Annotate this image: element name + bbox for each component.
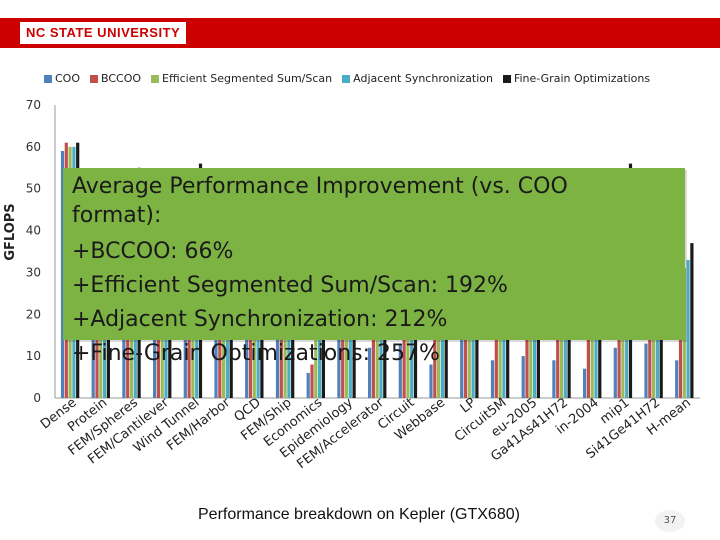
annotation-line: +BCCOO: 66%	[72, 239, 234, 264]
y-tick-label: 0	[33, 391, 41, 405]
bar	[245, 310, 249, 398]
y-tick-label: 10	[26, 349, 41, 363]
y-tick-label: 30	[26, 265, 41, 279]
bar	[398, 343, 402, 398]
slide-caption: Performance breakdown on Kepler (GTX680)	[198, 506, 520, 523]
bar	[318, 331, 322, 398]
annotation-line: +Adjacent Synchronization: 212%	[72, 307, 448, 332]
bar	[686, 259, 690, 398]
bar	[402, 297, 406, 398]
bar	[437, 305, 441, 398]
bar	[337, 326, 341, 398]
bar	[122, 310, 126, 398]
header-bar: NC STATE UNIVERSITY	[0, 18, 720, 48]
legend-item: Efficient Segmented Sum/Scan	[151, 72, 332, 85]
chart-legend: COO BCCOO Efficient Segmented Sum/Scan Adja…	[44, 72, 650, 85]
bar	[440, 297, 444, 398]
legend-item: Fine-Grain Optimizations	[502, 72, 651, 85]
legend-label: BCCOO	[101, 72, 142, 85]
legend-swatch	[502, 74, 511, 83]
bar	[314, 339, 318, 398]
legend-item: COO	[44, 72, 80, 85]
bar	[460, 331, 464, 398]
y-tick-label: 40	[26, 224, 41, 238]
bar	[429, 364, 433, 398]
bar	[306, 372, 310, 398]
x-tick-label: LP	[458, 395, 479, 416]
bar	[525, 297, 529, 398]
bar	[60, 151, 65, 398]
legend-swatch	[151, 74, 160, 83]
legend-item: BCCOO	[90, 72, 141, 85]
bar	[368, 347, 372, 398]
bar	[91, 314, 95, 398]
page-number: 37	[655, 510, 685, 532]
legend-label: COO	[55, 72, 80, 85]
y-tick-label: 70	[26, 98, 41, 112]
legend-label: Adjacent Synchronization	[353, 72, 493, 85]
bar	[583, 368, 587, 398]
legend-swatch	[44, 74, 52, 83]
legend-item: Adjacent Synchronization	[342, 72, 493, 85]
y-axis-label: GFLOPS	[3, 203, 18, 260]
bar	[613, 347, 617, 398]
legend-swatch	[90, 74, 98, 83]
annotation-line: Average Performance Improvement (vs. COO	[72, 174, 568, 199]
legend-label: Fine-Grain Optimizations	[513, 72, 651, 85]
bar	[644, 343, 648, 398]
y-tick-label: 50	[26, 182, 41, 196]
bar	[153, 314, 157, 398]
bar	[675, 360, 679, 398]
bar	[275, 331, 280, 398]
legend-swatch	[342, 74, 351, 83]
bar	[556, 293, 560, 398]
bar	[444, 289, 448, 398]
bar	[586, 305, 590, 398]
bar	[678, 305, 683, 398]
bar	[490, 360, 495, 398]
y-tick-label: 20	[26, 307, 41, 321]
bar	[214, 335, 218, 398]
bar	[433, 339, 437, 398]
annotation-line: format):	[72, 203, 162, 228]
annotation-box: Average Performance Improvement (vs. COO…	[63, 168, 685, 366]
bar	[552, 360, 556, 398]
bar	[310, 364, 314, 398]
legend-label: Efficient Segmented Sum/Scan	[162, 72, 333, 85]
bar	[371, 285, 375, 398]
university-logo: NC STATE UNIVERSITY	[20, 22, 187, 44]
bar	[521, 356, 525, 398]
bar	[183, 314, 187, 398]
bar	[690, 243, 694, 398]
y-tick-label: 60	[26, 140, 41, 154]
bar	[494, 314, 498, 398]
bar	[321, 322, 325, 398]
annotation-line: +Fine-Grain Optimizations: 257%	[72, 341, 440, 366]
annotation-line: +Efficient Segmented Sum/Scan: 192%	[72, 273, 508, 298]
